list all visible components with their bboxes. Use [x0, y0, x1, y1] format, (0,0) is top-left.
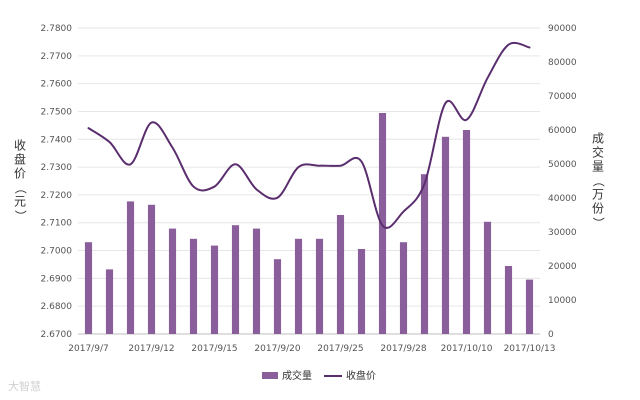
volume-bar [84, 242, 93, 334]
left-tick-label: 2.6800 [41, 302, 73, 312]
right-tick-label: 80000 [548, 58, 577, 68]
right-tick-label: 20000 [548, 262, 577, 272]
left-axis-title: 收盘价（元） [14, 139, 28, 223]
bar-series [84, 113, 534, 334]
right-tick-label: 40000 [548, 194, 577, 204]
left-tick-label: 2.7400 [41, 135, 73, 145]
x-tick-label: 2017/9/12 [128, 344, 174, 354]
volume-bar [525, 279, 534, 334]
left-axis-ticks: 2.6700 2.6800 2.6900 2.7000 2.7100 2.7200 2.73… [41, 24, 73, 340]
volume-bar [399, 242, 408, 334]
axis-title-char: 量 [592, 160, 604, 174]
volume-bar [105, 269, 114, 334]
legend: 成交量 收盘价 [262, 369, 376, 382]
axis-title-char: 盘 [14, 152, 26, 167]
left-tick-label: 2.7700 [41, 52, 73, 62]
x-axis-ticks: 2017/9/7 2017/9/12 2017/9/15 2017/9/20 2017/… [68, 344, 555, 354]
axis-title-char: 成 [592, 132, 604, 146]
axis-title-char: 元 [14, 195, 26, 209]
right-tick-label: 50000 [548, 160, 577, 170]
axis-title-char: ） [14, 210, 28, 222]
x-tick-label: 2017/10/13 [504, 344, 556, 354]
volume-bar [378, 113, 387, 334]
axis-title-char: 份 [592, 202, 604, 216]
volume-bar [252, 228, 261, 334]
right-tick-label: 10000 [548, 296, 577, 306]
left-tick-label: 2.7200 [41, 191, 73, 201]
axis-title-char: 交 [592, 145, 604, 160]
volume-bar [357, 249, 366, 334]
left-tick-label: 2.7500 [41, 107, 73, 117]
volume-bar [273, 259, 282, 334]
axis-title-char: 万 [592, 188, 604, 202]
left-tick-label: 2.7800 [41, 24, 73, 34]
left-tick-label: 2.7000 [41, 247, 73, 257]
volume-bar [231, 225, 240, 334]
left-tick-label: 2.7300 [41, 163, 73, 173]
volume-bar [210, 245, 219, 334]
volume-bar [420, 174, 429, 334]
legend-bar-label: 成交量 [282, 369, 312, 382]
volume-bar [147, 204, 156, 334]
volume-bar [294, 238, 303, 334]
axis-title-char: 收 [14, 139, 26, 153]
left-tick-label: 2.6700 [41, 330, 73, 340]
x-tick-label: 2017/9/28 [380, 344, 426, 354]
volume-bar [336, 215, 345, 334]
right-tick-label: 60000 [548, 126, 577, 136]
volume-bar [126, 201, 135, 334]
axis-titles: 收盘价（元）成交量（万份） [14, 132, 606, 230]
legend-line-label: 收盘价 [346, 369, 376, 382]
x-tick-label: 2017/9/20 [254, 344, 300, 354]
x-tick-label: 2017/10/10 [441, 344, 493, 354]
volume-bar [189, 238, 198, 334]
volume-bar [441, 136, 450, 334]
left-tick-label: 2.6900 [41, 274, 73, 284]
right-axis-title: 成交量（万份） [592, 132, 606, 230]
x-tick-label: 2017/9/25 [317, 344, 363, 354]
legend-bar-swatch [262, 372, 278, 379]
grid-lines [78, 27, 540, 335]
right-tick-label: 70000 [548, 92, 577, 102]
watermark-logo: 大智慧 [8, 380, 41, 393]
right-axis-ticks: 0 10000 20000 30000 40000 50000 60000 70000 8000… [548, 24, 577, 340]
left-tick-label: 2.7100 [41, 219, 73, 229]
x-tick-label: 2017/9/15 [191, 344, 237, 354]
axis-title-char: （ [14, 182, 28, 194]
volume-bar [168, 228, 177, 334]
volume-bar [504, 266, 513, 334]
close-price-line [87, 41, 531, 229]
right-tick-label: 0 [548, 330, 554, 340]
right-tick-label: 30000 [548, 228, 577, 238]
left-tick-label: 2.7600 [41, 80, 73, 90]
axis-title-char: 价 [14, 167, 26, 181]
volume-bar [315, 238, 324, 334]
axis-title-char: （ [592, 175, 606, 187]
x-tick-label: 2017/9/7 [68, 344, 108, 354]
right-tick-label: 90000 [548, 24, 577, 34]
axis-title-char: ） [592, 217, 606, 229]
volume-bar [483, 221, 492, 334]
volume-bar [462, 130, 471, 334]
